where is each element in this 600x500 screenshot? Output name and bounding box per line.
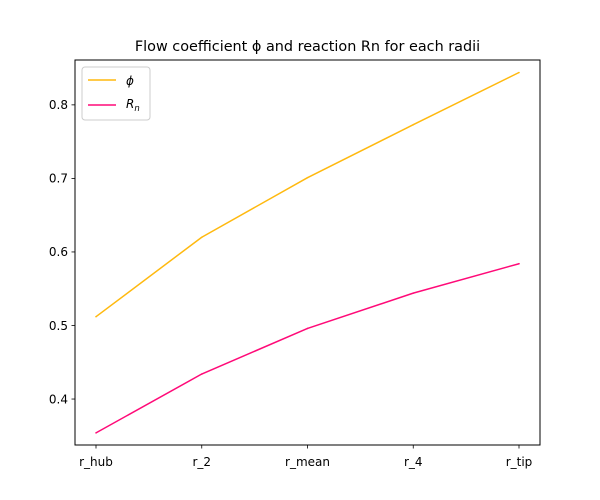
y-tick-label-0.4: 0.4	[49, 392, 68, 406]
chart-title: Flow coefficient ϕ and reaction Rn for e…	[135, 39, 480, 55]
plot-area	[95, 71, 520, 434]
data-point-phi-r_mean	[306, 176, 309, 179]
y-axis: 0.4 0.5 0.6 0.7 0.8	[49, 98, 75, 406]
y-tick-label-0.8: 0.8	[49, 98, 68, 112]
series-line-phi	[95, 71, 520, 318]
x-axis: r_hub r_2 r_mean r_4 r_tip	[79, 445, 532, 469]
data-point-rn-r_4	[412, 292, 415, 294]
x-tick-label-r_hub: r_hub	[79, 455, 113, 469]
data-point-phi-r_4	[412, 123, 415, 126]
data-point-rn-r_hub	[95, 432, 97, 434]
data-point-rn-r_mean	[306, 327, 309, 330]
legend-label-rn: Rn	[126, 97, 140, 114]
data-point-rn-r_2	[200, 373, 203, 375]
y-tick-label-0.6: 0.6	[49, 245, 68, 259]
x-tick-label-r_2: r_2	[192, 455, 211, 469]
x-tick-label-r_mean: r_mean	[285, 455, 330, 469]
x-tick-label-r_4: r_4	[404, 455, 423, 469]
y-tick-label-0.5: 0.5	[49, 319, 68, 333]
x-tick-label-r_tip: r_tip	[506, 455, 533, 469]
legend-box	[81, 66, 151, 121]
data-point-phi-r_hub	[95, 315, 97, 318]
data-point-phi-r_tip	[518, 71, 520, 74]
data-point-phi-r_2	[200, 236, 203, 239]
data-point-rn-r_tip	[518, 262, 520, 265]
series-line-rn	[95, 262, 520, 434]
legend-label-phi: ϕ	[126, 74, 134, 88]
legend: ϕ Rn	[81, 66, 151, 121]
y-tick-label-0.7: 0.7	[49, 172, 68, 186]
